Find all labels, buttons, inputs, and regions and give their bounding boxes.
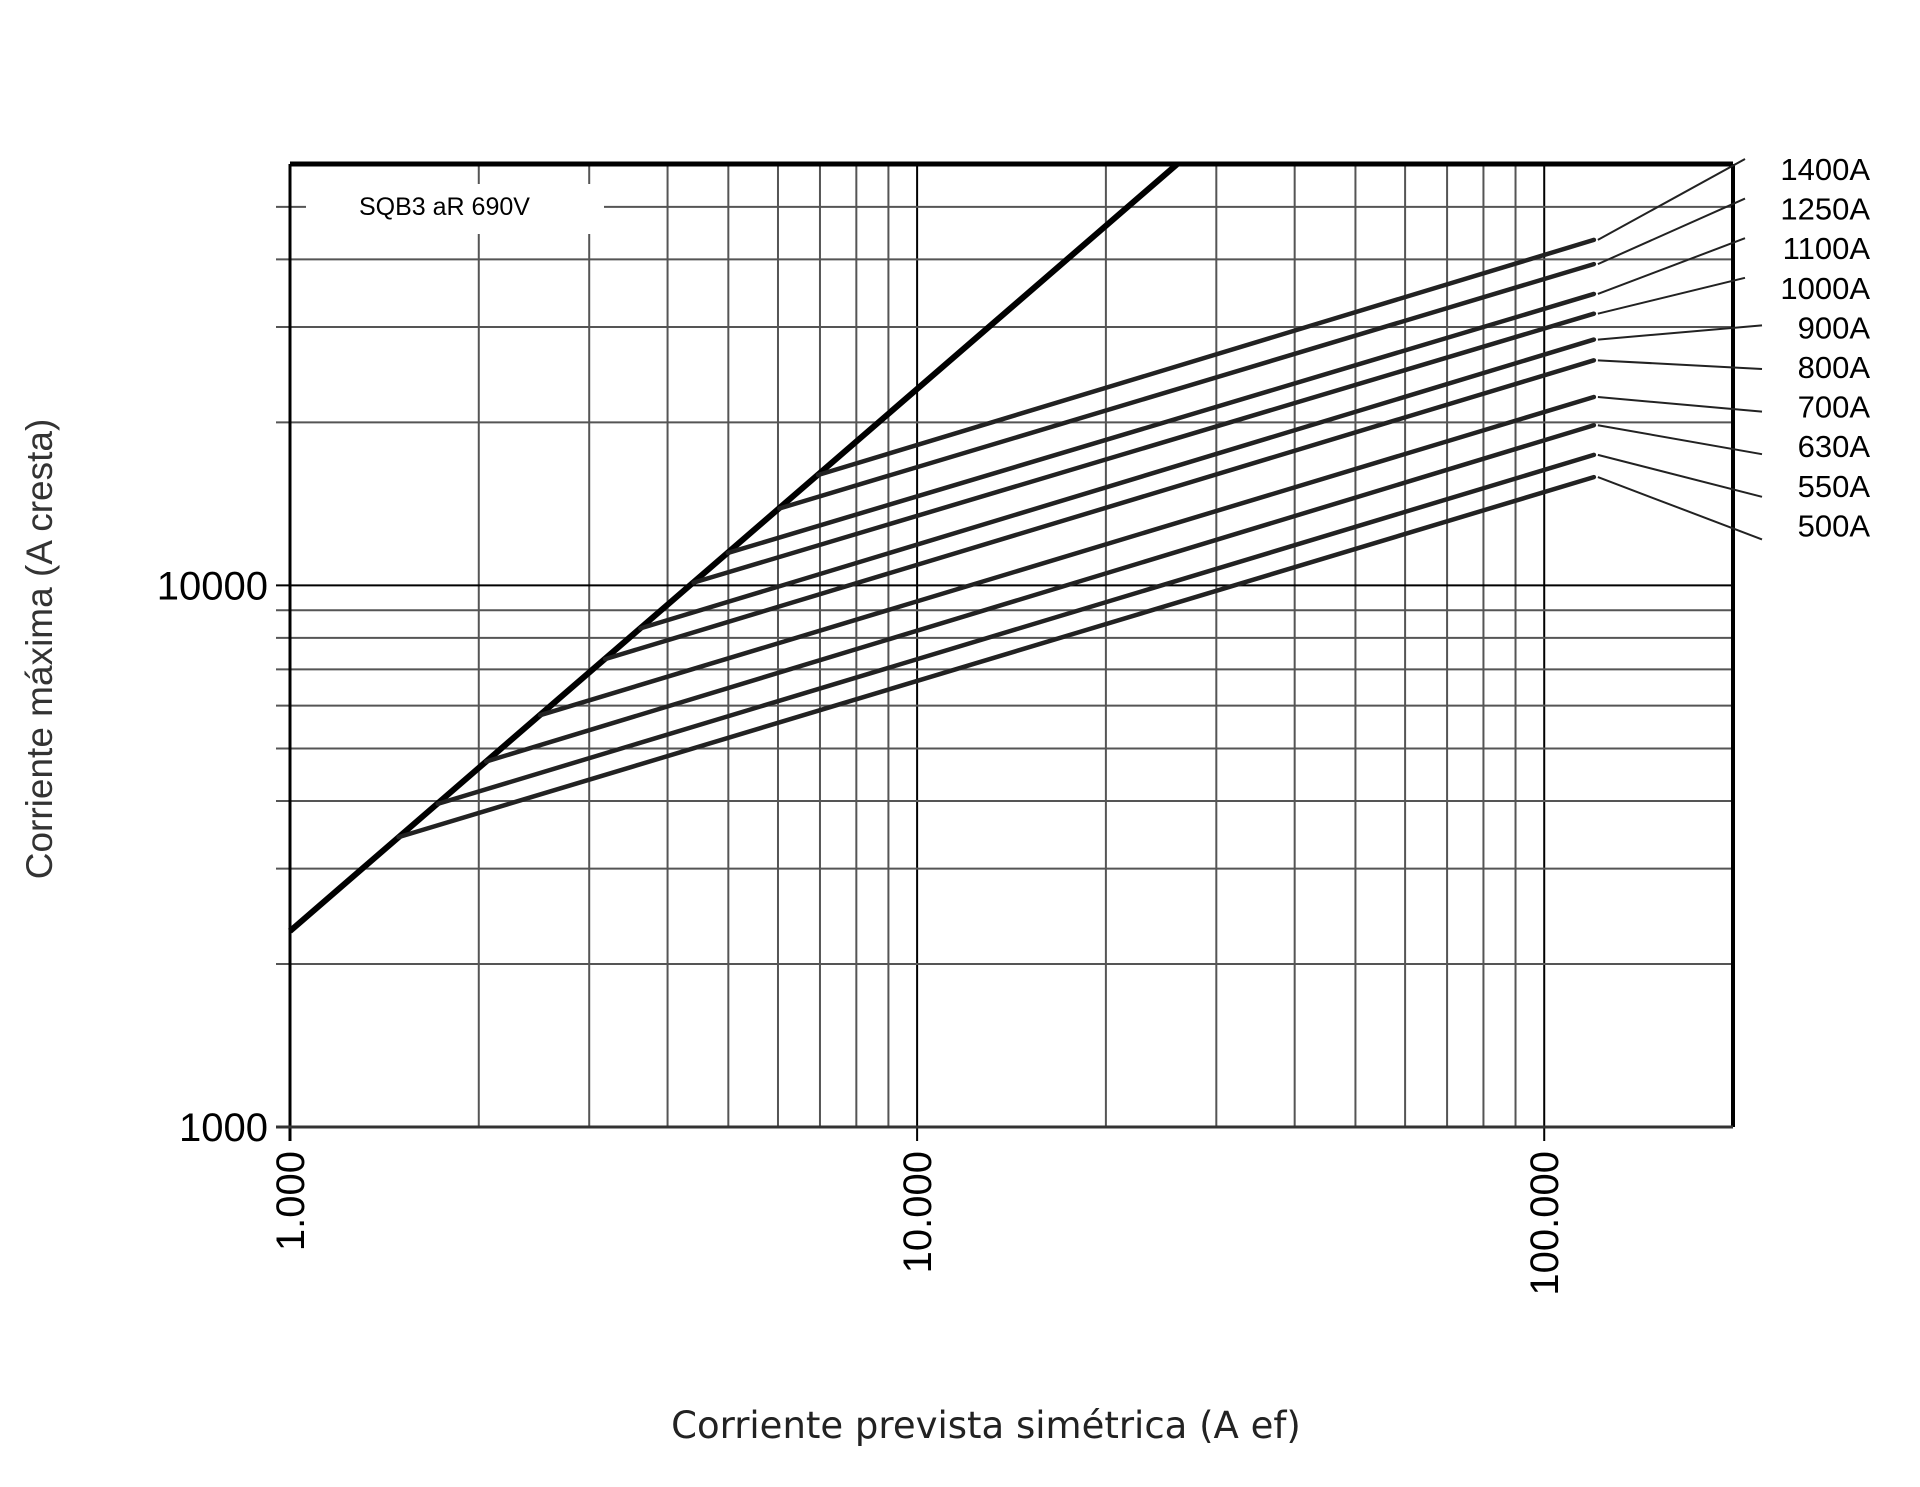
legend-label: 900A xyxy=(1798,310,1871,345)
legend-label: 800A xyxy=(1798,350,1871,385)
y-tick-label: 1000 xyxy=(179,1106,268,1150)
x-axis-title: Corriente prevista simétrica (A ef) xyxy=(671,1404,1301,1447)
annotation-label: SQB3 aR 690V xyxy=(359,193,530,221)
legend-label: 550A xyxy=(1798,469,1871,504)
series-line-630A xyxy=(483,422,1597,764)
legend-leader-line xyxy=(1597,276,1746,315)
series-line-550A xyxy=(435,452,1597,807)
grid xyxy=(276,164,1734,1141)
legend-leader-line xyxy=(1597,359,1763,370)
series-line-900A xyxy=(638,337,1597,631)
series-line-700A xyxy=(537,394,1597,718)
legend: 1400A 1250A 1100A 1000A 900A 800A 700A 630A 550A… xyxy=(1597,152,1871,543)
x-tick-label: 100.000 xyxy=(1523,1151,1567,1296)
legend-label: 1100A xyxy=(1783,231,1871,266)
series-line-1250A xyxy=(777,261,1597,511)
legend-leader-line xyxy=(1597,396,1763,413)
y-tick-label: 10000 xyxy=(157,564,268,608)
legend-leader-line xyxy=(1597,424,1763,456)
series-line-500A xyxy=(396,474,1597,840)
legend-leader-line xyxy=(1597,476,1763,541)
legend-leader-line xyxy=(1597,453,1763,498)
annotation-box xyxy=(306,184,604,234)
series-group xyxy=(288,161,1597,934)
legend-label: 1400A xyxy=(1780,152,1870,187)
series-line-1000A xyxy=(691,311,1597,585)
legend-label: 1000A xyxy=(1780,271,1870,306)
legend-leader-line xyxy=(1597,197,1746,266)
x-tick-label: 1.000 xyxy=(269,1151,313,1251)
y-axis-title: Corriente máxima (A cresta) xyxy=(19,419,60,880)
series-line-1400A xyxy=(815,237,1597,478)
x-tick-label: 10.000 xyxy=(896,1151,940,1273)
legend-leader-line xyxy=(1597,158,1746,241)
legend-label: 700A xyxy=(1798,390,1871,425)
tick-labels: 1000 10000 1.000 10.000 100.000 xyxy=(157,564,1567,1295)
legend-label: 630A xyxy=(1798,429,1871,464)
legend-label: 500A xyxy=(1798,508,1871,543)
plot-frame xyxy=(276,161,1735,1141)
legend-leader-line xyxy=(1597,237,1746,295)
limit-curve-line xyxy=(288,161,1180,934)
series-line-800A xyxy=(602,358,1597,662)
legend-label: 1250A xyxy=(1780,192,1870,227)
legend-leader-line xyxy=(1597,324,1763,341)
series-line-1100A xyxy=(725,291,1597,556)
